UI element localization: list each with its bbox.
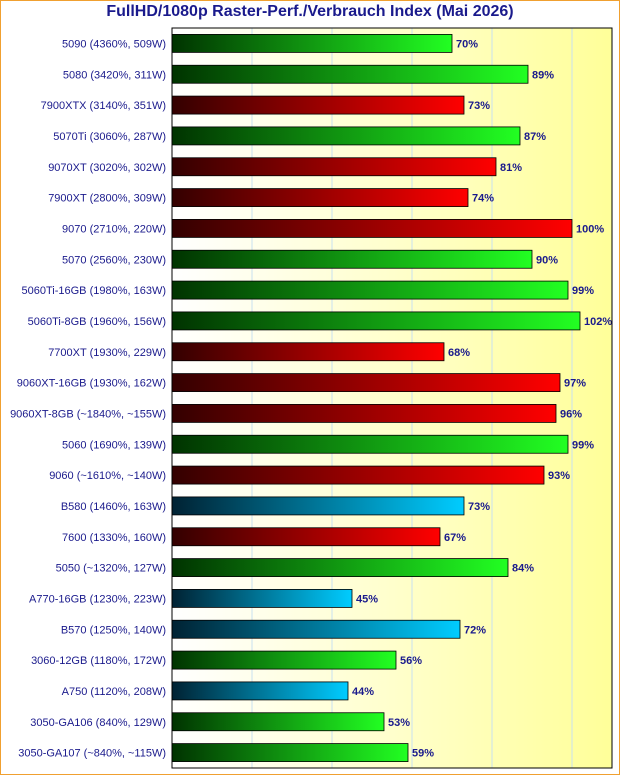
value-label: 45% (356, 593, 378, 605)
value-label: 96% (560, 408, 582, 420)
bar (171, 34, 453, 53)
value-label: 90% (536, 254, 558, 266)
bars (171, 34, 581, 762)
bar (171, 619, 461, 639)
bar (171, 527, 441, 547)
value-label: 97% (564, 378, 586, 390)
bar (171, 280, 569, 300)
value-label: 93% (548, 470, 570, 482)
value-label: 73% (468, 501, 490, 513)
bar (171, 95, 465, 115)
category-label: 7700XT (1930%, 229W) (48, 347, 166, 359)
bar (171, 404, 557, 423)
category-label: 5090 (4360%, 509W) (62, 38, 166, 50)
plot-area (172, 28, 612, 768)
category-label: 5080 (3420%, 311W) (63, 69, 166, 81)
value-label: 56% (400, 655, 422, 667)
category-label: 3050-GA106 (840%, 129W) (30, 717, 166, 729)
value-label: 67% (444, 532, 466, 544)
category-label: 5060Ti-8GB (1960%, 156W) (28, 316, 166, 328)
bar (171, 496, 465, 516)
category-label: 5060 (1690%, 139W) (62, 439, 166, 451)
bar (171, 712, 385, 732)
value-label: 53% (388, 717, 410, 729)
bar (171, 126, 521, 146)
category-label: 5070Ti (3060%, 287W) (53, 131, 166, 143)
gridlines (251, 28, 573, 768)
value-label: 87% (524, 131, 546, 143)
category-label: 5070 (2560%, 230W) (62, 254, 166, 266)
value-label: 74% (472, 193, 494, 205)
category-label: A770-16GB (1230%, 223W) (29, 593, 166, 605)
category-label: 7900XT (2800%, 309W) (48, 193, 166, 205)
value-label: 102% (584, 316, 612, 328)
bar (171, 157, 497, 177)
category-label: 3060-12GB (1180%, 172W) (31, 655, 166, 667)
value-label: 99% (572, 285, 594, 297)
value-label: 99% (572, 439, 594, 451)
category-label: B580 (1460%, 163W) (61, 501, 166, 513)
category-labels: 5090 (4360%, 509W) 5080 (3420%, 311W) 7900… (10, 38, 166, 759)
category-label: 9060 (~1610%, ~140W) (49, 470, 166, 482)
category-label: A750 (1120%, 208W) (62, 686, 166, 698)
value-label: 81% (500, 162, 522, 174)
bar (171, 64, 529, 84)
bar (171, 342, 445, 362)
value-label: 73% (468, 100, 490, 112)
bar (171, 373, 561, 392)
category-label: 9070XT (3020%, 302W) (48, 162, 166, 174)
bar (171, 650, 397, 670)
value-labels: 70% 89% 73% 87% 81% 74% 100% 90% 99% 102% 68% 97% 96… (352, 38, 612, 759)
category-label: B570 (1250%, 140W) (61, 624, 166, 636)
value-label: 59% (412, 748, 434, 760)
bar (171, 311, 581, 331)
bar (171, 249, 533, 269)
bar (171, 219, 573, 238)
value-label: 68% (448, 347, 470, 359)
chart-title: FullHD/1080p Raster-Perf./Verbrauch Inde… (106, 3, 514, 20)
category-label: 5050 (~1320%, 127W) (56, 563, 166, 575)
bar (171, 465, 545, 485)
bar (171, 188, 469, 207)
value-label: 100% (576, 223, 604, 235)
category-label: 9060XT-8GB (~1840%, ~155W) (10, 408, 166, 420)
category-label: 7900XTX (3140%, 351W) (41, 100, 166, 112)
bar (171, 558, 509, 577)
category-label: 7600 (1330%, 160W) (62, 532, 166, 544)
category-label: 3050-GA107 (~840%, ~115W) (18, 748, 166, 760)
value-label: 70% (456, 38, 478, 50)
bar (171, 681, 349, 701)
value-label: 44% (352, 686, 374, 698)
bar (171, 743, 409, 762)
category-label: 5060Ti-16GB (1980%, 163W) (22, 285, 167, 297)
value-label: 72% (464, 624, 486, 636)
bar (171, 589, 353, 608)
bar (171, 434, 569, 454)
plot-border (171, 27, 613, 769)
category-label: 9060XT-16GB (1930%, 162W) (17, 378, 166, 390)
value-label: 84% (512, 563, 534, 575)
category-label: 9070 (2710%, 220W) (62, 223, 166, 235)
value-label: 89% (532, 69, 554, 81)
